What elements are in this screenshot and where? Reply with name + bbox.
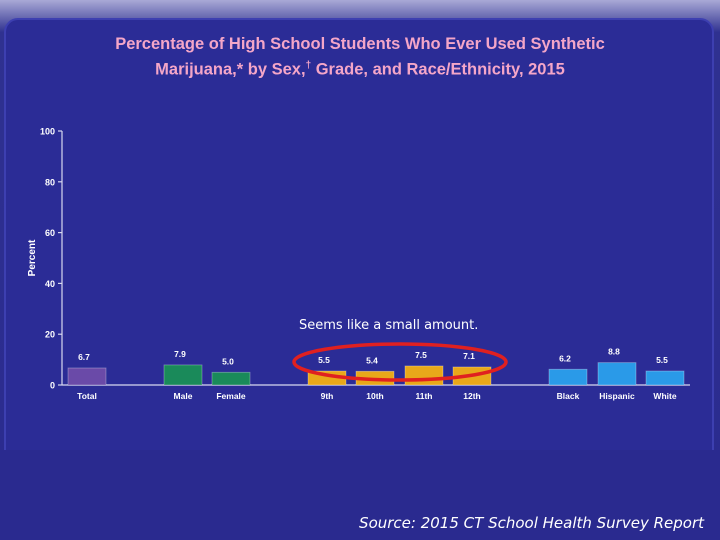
chart-bars [67,362,685,386]
data-label: 5.0 [222,356,234,366]
title-line-1: Percentage of High School Students Who E… [115,35,605,53]
chart-labels: 6.7 Total 7.9 Male 5.0 Female 5.5 9th 5.4 10th 7.5… [77,347,677,401]
chart-axes: 0 20 40 60 80 100 Percent [27,127,690,391]
data-label: 7.1 [463,351,475,361]
title-dagger: † [305,60,312,71]
data-label: 6.2 [559,353,571,363]
y-tick-label: 20 [45,330,55,340]
data-label: 5.5 [318,355,330,365]
y-tick-label: 80 [45,177,55,187]
data-label: 6.7 [78,352,90,362]
bar-hispanic [597,362,637,386]
x-tick-label: Male [174,391,193,401]
x-tick-label: 12th [463,391,480,401]
data-label: 7.5 [415,350,427,360]
y-tick-label: 40 [45,279,55,289]
x-tick-label: Total [77,391,97,401]
annotation-text: Seems like a small amount. [299,318,479,333]
y-tick-label: 100 [40,127,55,137]
data-label: 5.4 [366,355,378,365]
bar-female [211,371,251,386]
y-axis-label: Percent [27,239,38,276]
title-line-2-part-a: Marijuana,* by Sex, [155,60,306,79]
bar-black [548,368,588,386]
x-tick-label: Female [216,391,246,401]
y-tick-label: 0 [50,381,55,391]
chart-title: Percentage of High School Students Who E… [40,34,680,81]
bar-total [67,367,107,386]
y-tick-label: 60 [45,228,55,238]
data-label: 8.8 [608,347,620,357]
title-line-2: Marijuana,* by Sex,† Grade, and Race/Eth… [40,55,680,81]
highlight-ellipse [292,342,508,382]
title-line-2-part-b: Grade, and Race/Ethnicity, 2015 [311,60,565,79]
chart-panel [4,18,714,482]
x-tick-label: 10th [366,391,383,401]
footer-band [0,450,720,540]
x-tick-label: Hispanic [599,391,635,401]
data-label: 5.5 [656,355,668,365]
x-tick-label: 9th [321,391,334,401]
x-tick-label: White [653,391,676,401]
source-note: Source: 2015 CT School Health Survey Rep… [359,514,704,532]
x-tick-label: 11th [415,391,432,401]
data-label: 7.9 [174,349,186,359]
bar-11th [404,365,444,386]
bar-male [163,364,203,386]
bar-white [645,370,685,386]
x-tick-label: Black [557,391,580,401]
